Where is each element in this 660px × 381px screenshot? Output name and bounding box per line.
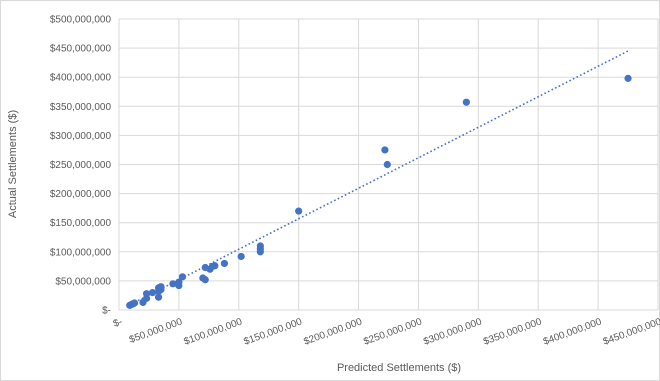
horizontal-gridlines xyxy=(119,18,658,311)
x-tick-label: $350,000,000 xyxy=(482,316,544,347)
x-tick-label: $250,000,000 xyxy=(362,316,424,347)
y-tick-label: $300,000,000 xyxy=(50,131,112,142)
data-point xyxy=(256,242,264,250)
data-point xyxy=(381,146,389,154)
data-point xyxy=(211,262,219,270)
data-point xyxy=(383,160,391,169)
data-point xyxy=(237,252,245,261)
y-tick-label: $150,000,000 xyxy=(50,218,112,229)
vertical-gridlines xyxy=(118,19,659,310)
y-tick-label: $50,000,000 xyxy=(55,276,111,287)
data-point xyxy=(130,299,139,307)
x-tick-label: $150,000,000 xyxy=(242,316,304,347)
x-tick-label: $300,000,000 xyxy=(422,316,484,347)
data-point xyxy=(178,273,187,281)
x-tick-label: $200,000,000 xyxy=(302,316,364,347)
x-tick-label: $450,000,000 xyxy=(602,316,660,347)
y-tick-label: $200,000,000 xyxy=(50,189,112,200)
y-tick-label: $500,000,000 xyxy=(50,15,112,26)
data-point xyxy=(201,276,209,284)
linear-trendline xyxy=(130,50,629,305)
x-axis-title: Predicted Settlements ($) xyxy=(337,362,461,374)
y-tick-label: $100,000,000 xyxy=(50,247,112,258)
data-point xyxy=(169,280,177,288)
data-point xyxy=(462,98,470,106)
data-point xyxy=(148,288,157,297)
y-axis-title: Actual Settlements ($) xyxy=(7,110,19,218)
data-point xyxy=(220,259,229,268)
x-tick-label: $- xyxy=(112,316,124,329)
y-tick-label: $450,000,000 xyxy=(50,44,112,55)
x-tick-label: $400,000,000 xyxy=(542,316,604,347)
y-tick-label: $- xyxy=(102,306,111,317)
data-point xyxy=(142,290,151,298)
data-point xyxy=(624,74,632,82)
y-tick-label: $400,000,000 xyxy=(50,73,112,84)
x-tick-label: $100,000,000 xyxy=(183,316,245,347)
y-tick-label: $350,000,000 xyxy=(50,102,112,113)
data-points xyxy=(126,74,632,309)
data-point xyxy=(175,278,183,286)
y-tick-label: $250,000,000 xyxy=(50,160,112,171)
data-point xyxy=(154,293,163,301)
data-point xyxy=(157,283,165,291)
data-point xyxy=(295,207,303,215)
x-tick-label: $50,000,000 xyxy=(128,316,184,346)
x-axis-tick-labels: $- $50,000,000$100,000,000$150,000,000$20… xyxy=(112,316,660,347)
y-axis-tick-labels: $- $50,000,000 $100,000,000 $150,000,000 $20… xyxy=(50,15,112,317)
